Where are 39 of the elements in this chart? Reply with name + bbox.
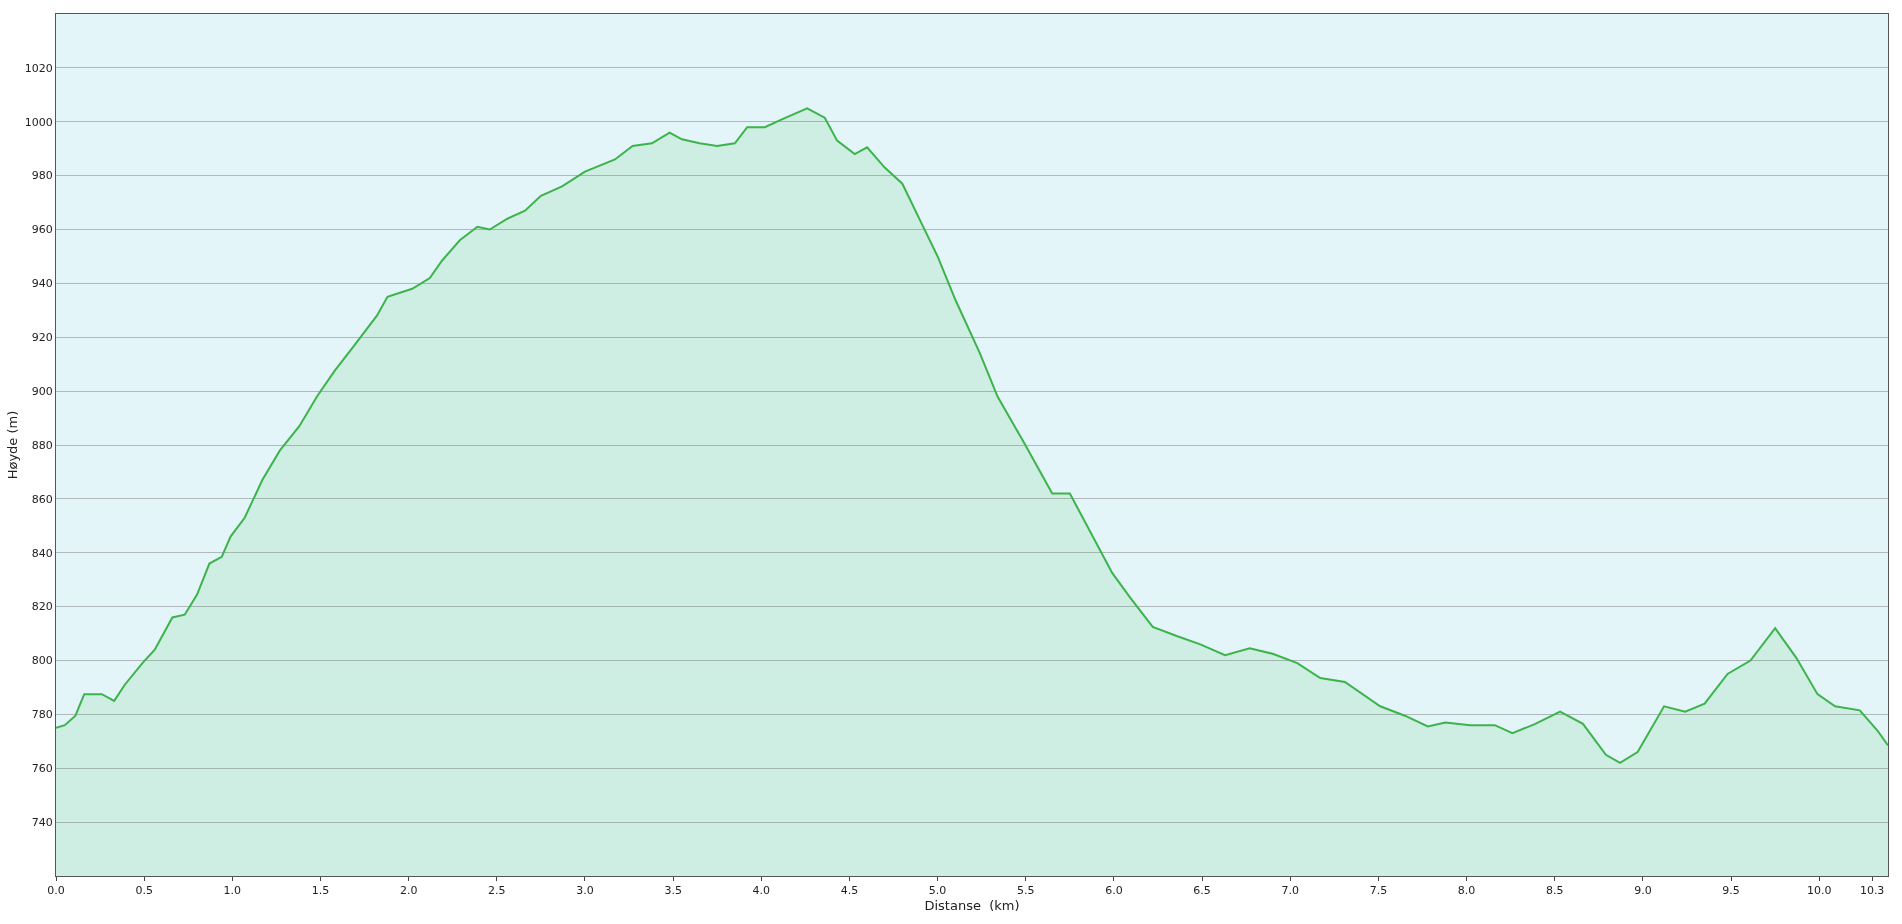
y-tick-label: 980: [31, 169, 53, 183]
y-tick-label: 740: [31, 815, 53, 829]
x-tick-label: 5.5: [1017, 884, 1035, 898]
x-tick-label: 9.0: [1634, 884, 1652, 898]
x-tick-label: 0.5: [135, 884, 153, 898]
x-tick-label: 1.0: [223, 884, 242, 898]
y-axis-title: Høyde (m): [4, 410, 20, 480]
y-tick-label: 840: [31, 546, 53, 560]
x-tick-label: 4.5: [840, 884, 859, 898]
y-tick-label: 1020: [24, 61, 53, 75]
x-tick-label: 6.0: [1105, 884, 1123, 898]
x-tick-label: 5.0: [928, 884, 947, 898]
x-tick-label: 0.0: [47, 884, 65, 898]
x-tick-label: 2.0: [399, 884, 418, 898]
x-tick-label: 6.5: [1193, 884, 1211, 898]
y-tick-label: 880: [31, 438, 53, 452]
y-tick-label: 800: [31, 654, 53, 668]
y-tick-label: 860: [31, 492, 53, 506]
y-tick-label: 1000: [24, 115, 53, 129]
x-tick-label: 7.5: [1369, 884, 1388, 898]
y-tick-label: 920: [31, 331, 53, 345]
x-tick-label: 2.5: [488, 884, 506, 898]
x-tick-label: 9.5: [1722, 884, 1740, 898]
x-tick-label: 3.5: [664, 884, 682, 898]
y-tick-label: 960: [31, 223, 53, 237]
y-tick-label: 940: [31, 277, 53, 291]
x-tick-label: 7.0: [1281, 884, 1300, 898]
x-tick-label: 1.5: [311, 884, 330, 898]
x-tick-label: 8.0: [1457, 884, 1476, 898]
x-tick-label: 10.3: [1859, 884, 1885, 898]
x-tick-label: 4.0: [752, 884, 771, 898]
x-tick-label: 10.0: [1806, 884, 1832, 898]
x-axis-title: Distanse (km): [924, 897, 1020, 913]
y-tick-label: 820: [31, 600, 53, 614]
y-tick-label: 760: [31, 762, 53, 776]
y-tick-label: 900: [31, 384, 53, 398]
x-tick-label: 3.0: [576, 884, 594, 898]
x-tick-label: 8.5: [1546, 884, 1564, 898]
y-tick-label: 780: [31, 708, 53, 722]
